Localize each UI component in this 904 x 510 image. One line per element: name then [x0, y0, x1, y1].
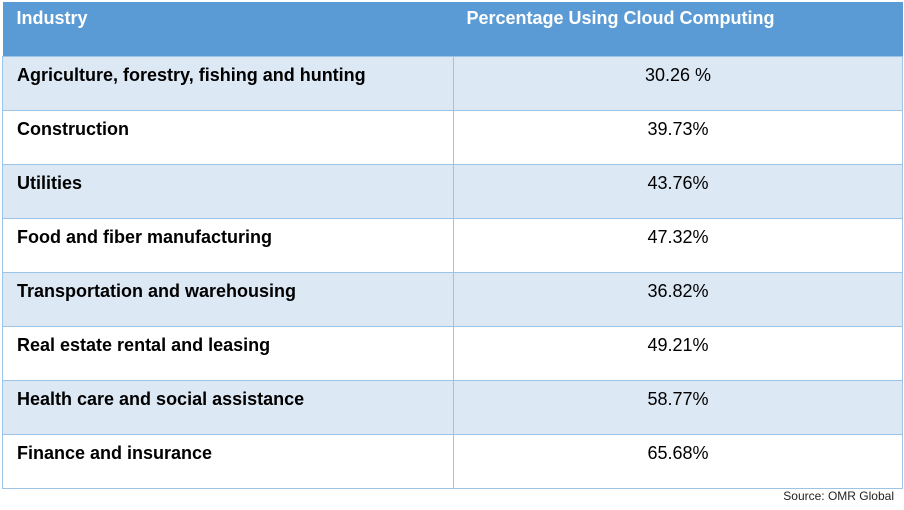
industry-cell: Construction	[2, 109, 454, 165]
table-row: Utilities 43.76%	[2, 163, 903, 219]
table-row: Health care and social assistance 58.77%	[2, 379, 903, 435]
table-row: Food and fiber manufacturing 47.32%	[2, 217, 903, 273]
percentage-cell: 49.21%	[453, 325, 903, 381]
table-row: Finance and insurance 65.68%	[2, 433, 903, 489]
table-body: Agriculture, forestry, fishing and hunti…	[2, 55, 903, 489]
header-industry: Industry	[2, 2, 454, 56]
industry-cell: Health care and social assistance	[2, 379, 454, 435]
industry-cell: Food and fiber manufacturing	[2, 217, 454, 273]
percentage-cell: 43.76%	[453, 163, 903, 219]
industry-cell: Agriculture, forestry, fishing and hunti…	[2, 55, 454, 111]
table-row: Real estate rental and leasing 49.21%	[2, 325, 903, 381]
industry-cell: Utilities	[2, 163, 454, 219]
header-percentage: Percentage Using Cloud Computing	[453, 2, 903, 56]
percentage-cell: 58.77%	[453, 379, 903, 435]
table-header-row: Industry Percentage Using Cloud Computin…	[2, 2, 903, 56]
percentage-cell: 36.82%	[453, 271, 903, 327]
cloud-computing-table: Industry Percentage Using Cloud Computin…	[2, 2, 903, 489]
table-row: Construction 39.73%	[2, 109, 903, 165]
industry-cell: Finance and insurance	[2, 433, 454, 489]
source-note: Source: OMR Global	[783, 489, 894, 503]
industry-cell: Transportation and warehousing	[2, 271, 454, 327]
percentage-cell: 47.32%	[453, 217, 903, 273]
table-row: Agriculture, forestry, fishing and hunti…	[2, 55, 903, 111]
industry-cell: Real estate rental and leasing	[2, 325, 454, 381]
percentage-cell: 30.26 %	[453, 55, 903, 111]
table-row: Transportation and warehousing 36.82%	[2, 271, 903, 327]
percentage-cell: 65.68%	[453, 433, 903, 489]
percentage-cell: 39.73%	[453, 109, 903, 165]
